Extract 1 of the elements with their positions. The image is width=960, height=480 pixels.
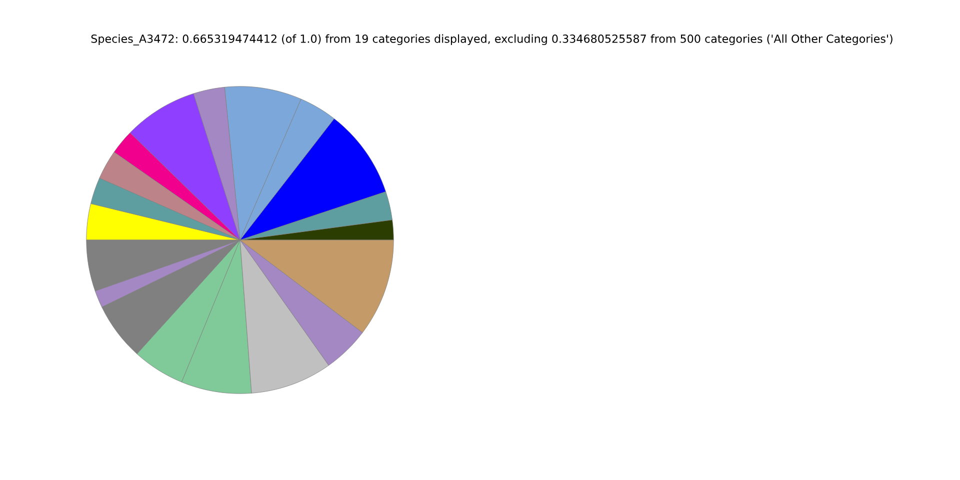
text: Species_A3472: 0.665319474412 (of 1.0) from 19 categories displayed, excluding 0.334680525587 from 500 categories ('All Other Categories') (91, 34, 892, 46)
